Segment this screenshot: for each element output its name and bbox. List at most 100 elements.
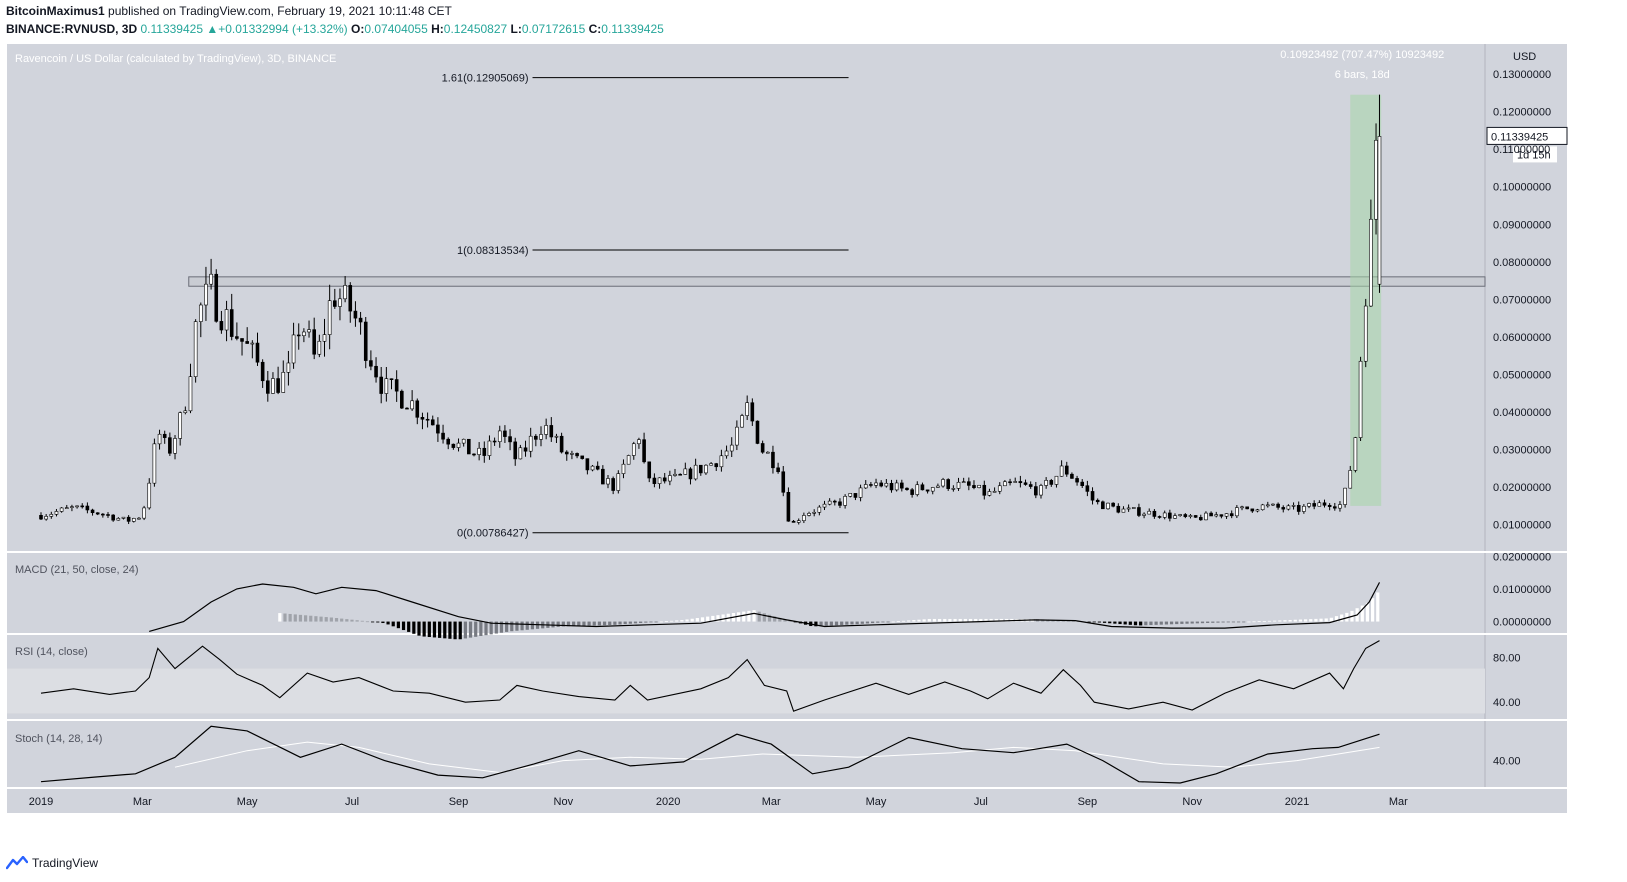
- macd-histogram-bar[interactable]: [948, 618, 952, 622]
- candle[interactable]: [1147, 510, 1152, 515]
- macd-histogram-bar[interactable]: [1216, 621, 1220, 623]
- macd-histogram-bar[interactable]: [479, 621, 483, 636]
- macd-histogram-bar[interactable]: [304, 615, 308, 622]
- pane-stoch[interactable]: [7, 721, 1485, 787]
- candle[interactable]: [642, 439, 646, 463]
- macd-histogram-bar[interactable]: [757, 611, 761, 622]
- candle[interactable]: [1348, 470, 1353, 489]
- candle[interactable]: [1369, 218, 1373, 307]
- candle[interactable]: [755, 420, 760, 444]
- candle[interactable]: [1008, 481, 1012, 484]
- macd-histogram-bar[interactable]: [484, 621, 488, 636]
- candle[interactable]: [1044, 480, 1048, 486]
- macd-histogram-bar[interactable]: [1133, 621, 1138, 626]
- macd-histogram-bar[interactable]: [334, 618, 339, 622]
- macd-histogram-bar[interactable]: [1200, 621, 1205, 624]
- candle[interactable]: [874, 482, 878, 486]
- candle[interactable]: [472, 453, 476, 456]
- macd-histogram-bar[interactable]: [412, 621, 416, 634]
- macd-histogram-bar[interactable]: [1360, 605, 1364, 622]
- candle[interactable]: [848, 493, 853, 497]
- macd-histogram-bar[interactable]: [979, 618, 983, 622]
- pane-macd[interactable]: [7, 553, 1485, 633]
- macd-histogram-bar[interactable]: [602, 621, 607, 626]
- candle[interactable]: [467, 438, 471, 455]
- candle[interactable]: [1162, 512, 1167, 518]
- macd-histogram-bar[interactable]: [994, 618, 998, 622]
- candle[interactable]: [781, 471, 786, 493]
- macd-histogram-bar[interactable]: [736, 612, 741, 622]
- macd-histogram-bar[interactable]: [355, 620, 359, 622]
- macd-histogram-bar[interactable]: [499, 621, 504, 633]
- macd-histogram-bar[interactable]: [314, 616, 318, 622]
- candle[interactable]: [1255, 509, 1260, 512]
- macd-histogram-bar[interactable]: [1288, 619, 1292, 622]
- macd-histogram-bar[interactable]: [623, 621, 627, 625]
- rsi-line[interactable]: [40, 640, 1380, 712]
- footer-brand[interactable]: TradingView: [6, 856, 98, 870]
- candle[interactable]: [760, 443, 765, 453]
- candle[interactable]: [626, 455, 631, 465]
- candle[interactable]: [374, 365, 378, 378]
- macd-histogram-bar[interactable]: [1293, 619, 1297, 622]
- macd-histogram-bar[interactable]: [1371, 598, 1375, 622]
- candle[interactable]: [631, 443, 636, 456]
- macd-histogram-bar[interactable]: [391, 621, 395, 627]
- candle[interactable]: [1054, 475, 1059, 485]
- candle[interactable]: [224, 309, 229, 331]
- macd-histogram-bar[interactable]: [1211, 621, 1215, 623]
- candle[interactable]: [446, 438, 451, 445]
- macd-histogram-bar[interactable]: [1221, 621, 1225, 623]
- macd-histogram-bar[interactable]: [1149, 621, 1153, 626]
- macd-histogram-bar[interactable]: [324, 617, 328, 622]
- candle[interactable]: [987, 491, 992, 496]
- macd-histogram-bar[interactable]: [448, 621, 452, 639]
- candle[interactable]: [456, 442, 461, 448]
- macd-histogram-bar[interactable]: [422, 621, 426, 637]
- candle[interactable]: [1080, 481, 1085, 486]
- candle[interactable]: [1302, 505, 1306, 512]
- macd-histogram-bar[interactable]: [1329, 617, 1333, 622]
- candle[interactable]: [49, 513, 54, 517]
- candle[interactable]: [992, 490, 997, 493]
- macd-histogram-bar[interactable]: [510, 621, 514, 632]
- macd-histogram-bar[interactable]: [432, 621, 437, 638]
- candle[interactable]: [1188, 515, 1193, 517]
- candle[interactable]: [1286, 505, 1291, 510]
- candle[interactable]: [549, 425, 554, 438]
- candle[interactable]: [1291, 505, 1296, 507]
- candle[interactable]: [678, 473, 682, 476]
- candle[interactable]: [704, 464, 708, 474]
- macd-histogram-bar[interactable]: [1144, 621, 1148, 626]
- candle[interactable]: [1307, 503, 1311, 507]
- candle[interactable]: [1085, 485, 1090, 492]
- macd-histogram-bar[interactable]: [886, 621, 890, 623]
- candle[interactable]: [900, 482, 904, 489]
- macd-histogram-bar[interactable]: [608, 621, 612, 625]
- macd-histogram-bar[interactable]: [1236, 621, 1241, 623]
- candle[interactable]: [967, 481, 971, 486]
- macd-histogram-bar[interactable]: [438, 621, 442, 638]
- candle[interactable]: [503, 430, 507, 437]
- candle[interactable]: [590, 465, 595, 471]
- macd-histogram-bar[interactable]: [386, 621, 390, 625]
- candle[interactable]: [1168, 512, 1172, 519]
- candle[interactable]: [1224, 513, 1229, 517]
- candle[interactable]: [843, 496, 847, 506]
- macd-histogram-bar[interactable]: [350, 619, 354, 622]
- candle[interactable]: [735, 426, 739, 446]
- candle[interactable]: [977, 484, 981, 489]
- candle[interactable]: [652, 477, 657, 484]
- stoch-d-line[interactable]: [174, 741, 1380, 774]
- candle[interactable]: [178, 412, 182, 439]
- candle[interactable]: [95, 512, 100, 515]
- macd-histogram-bar[interactable]: [1309, 619, 1313, 622]
- macd-histogram-bar[interactable]: [685, 619, 689, 622]
- candle[interactable]: [477, 447, 481, 455]
- macd-histogram-bar[interactable]: [1376, 592, 1380, 622]
- macd-histogram-bar[interactable]: [1278, 620, 1282, 622]
- macd-histogram-bar[interactable]: [340, 618, 344, 622]
- macd-histogram-bar[interactable]: [1139, 621, 1143, 626]
- candle[interactable]: [302, 331, 306, 337]
- candle[interactable]: [1142, 513, 1146, 516]
